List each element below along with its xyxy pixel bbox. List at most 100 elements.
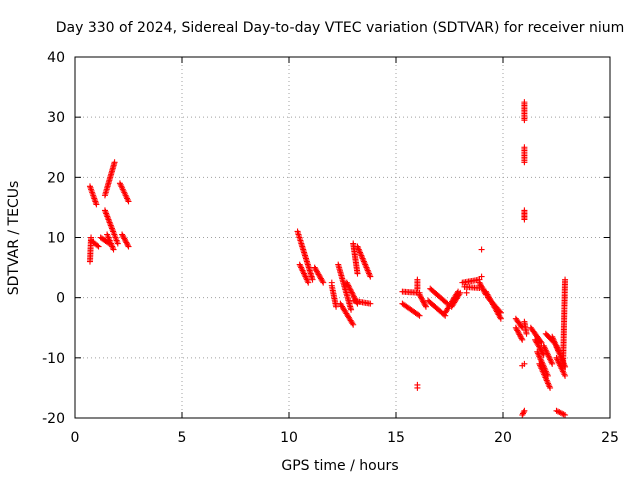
data-point bbox=[496, 308, 503, 315]
data-point bbox=[419, 297, 426, 304]
y-tick-label: 40 bbox=[47, 50, 65, 66]
data-point bbox=[523, 330, 530, 337]
data-point bbox=[350, 293, 357, 300]
data-point bbox=[416, 312, 423, 319]
data-point bbox=[478, 273, 485, 280]
data-point bbox=[119, 232, 126, 239]
data-point bbox=[114, 240, 121, 247]
data-point bbox=[479, 284, 486, 291]
x-tick-label: 5 bbox=[178, 430, 187, 446]
data-point bbox=[122, 238, 129, 245]
data-point bbox=[121, 235, 128, 242]
x-tick-label: 25 bbox=[601, 430, 619, 446]
data-point bbox=[513, 326, 520, 333]
data-point bbox=[320, 279, 327, 286]
data-point bbox=[94, 242, 101, 249]
data-point bbox=[309, 276, 316, 283]
data-point bbox=[562, 276, 569, 283]
data-point bbox=[421, 301, 428, 308]
data-point bbox=[477, 280, 484, 287]
data-point bbox=[124, 240, 131, 247]
data-point bbox=[348, 288, 355, 295]
data-point bbox=[121, 236, 128, 243]
tick-labels: 0 5 10 15 20 25 -20 -10 0 10 20 30 40 bbox=[42, 50, 619, 446]
y-tick-label: 30 bbox=[47, 110, 65, 126]
data-point bbox=[415, 311, 422, 318]
data-point bbox=[345, 282, 352, 289]
grid bbox=[75, 57, 610, 418]
data-point bbox=[562, 372, 569, 379]
data-point bbox=[348, 289, 355, 296]
data-point bbox=[350, 292, 357, 299]
data-point bbox=[519, 362, 526, 369]
data-point bbox=[120, 234, 127, 241]
data-point bbox=[497, 314, 504, 321]
data-point bbox=[497, 315, 504, 322]
data-point bbox=[367, 300, 374, 307]
data-point bbox=[344, 281, 351, 288]
data-point bbox=[346, 285, 353, 292]
data-point bbox=[418, 295, 425, 302]
x-tick-label: 10 bbox=[280, 430, 298, 446]
x-tick-label: 15 bbox=[387, 430, 405, 446]
data-point bbox=[560, 411, 567, 418]
data-point bbox=[119, 231, 126, 238]
data-point bbox=[559, 410, 566, 417]
data-point bbox=[478, 283, 485, 290]
data-point bbox=[350, 321, 357, 328]
y-tick-label: 0 bbox=[56, 291, 65, 307]
data-point bbox=[422, 302, 429, 309]
data-point bbox=[443, 299, 450, 306]
data-point bbox=[519, 336, 526, 343]
data-point bbox=[497, 309, 504, 316]
data-point bbox=[93, 201, 100, 208]
y-tick-label: 20 bbox=[47, 170, 65, 186]
data-point bbox=[420, 299, 427, 306]
data-point bbox=[478, 246, 485, 253]
data-point bbox=[343, 279, 350, 286]
x-axis-label: GPS time / hours bbox=[281, 458, 398, 474]
data-point bbox=[123, 239, 130, 246]
data-point bbox=[556, 409, 563, 416]
data-point bbox=[519, 411, 526, 418]
data-point bbox=[512, 324, 519, 331]
x-tick-label: 20 bbox=[494, 430, 512, 446]
data-point bbox=[562, 411, 569, 418]
y-tick-label: -20 bbox=[42, 411, 65, 427]
data-point bbox=[111, 159, 118, 166]
data-point bbox=[547, 384, 554, 391]
data-point bbox=[305, 279, 312, 286]
data-point bbox=[517, 332, 524, 339]
plot-frame bbox=[74, 56, 611, 419]
data-point bbox=[349, 290, 356, 297]
data-point bbox=[125, 198, 132, 205]
data-point bbox=[521, 407, 528, 414]
data-point bbox=[521, 207, 528, 214]
data-point bbox=[349, 320, 356, 327]
data-point bbox=[414, 381, 421, 388]
data-point bbox=[514, 328, 521, 335]
x-tick-label: 0 bbox=[71, 430, 80, 446]
data-point bbox=[520, 409, 527, 416]
data-point bbox=[456, 291, 463, 298]
data-point bbox=[457, 289, 464, 296]
data-point bbox=[319, 278, 326, 285]
y-tick-label: 10 bbox=[47, 231, 65, 247]
data-point bbox=[553, 407, 560, 414]
data-point bbox=[367, 273, 374, 280]
data-point bbox=[521, 99, 528, 106]
data-point bbox=[125, 243, 132, 250]
data-point bbox=[521, 144, 528, 151]
data-point bbox=[518, 335, 525, 342]
data-point bbox=[514, 327, 521, 334]
data-point bbox=[549, 360, 556, 367]
data-point bbox=[124, 242, 131, 249]
data-point bbox=[416, 291, 423, 298]
y-tick-label: -10 bbox=[42, 351, 65, 367]
data-point bbox=[333, 303, 340, 310]
data-point bbox=[477, 282, 484, 289]
data-point bbox=[554, 408, 561, 415]
data-point bbox=[476, 279, 483, 286]
data-point bbox=[328, 279, 335, 286]
